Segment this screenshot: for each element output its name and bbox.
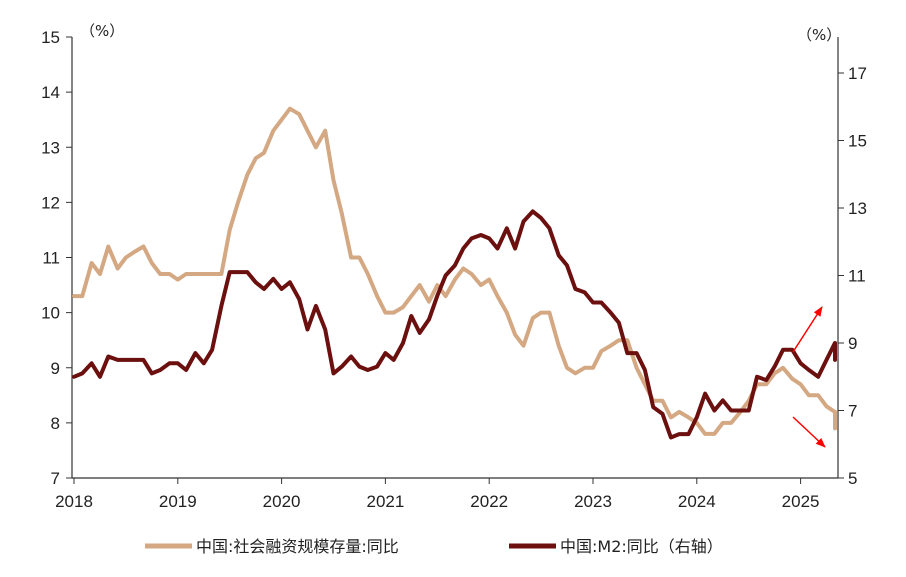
- left-axis-unit: （%）: [80, 22, 124, 40]
- annotation-arrow-down: [792, 416, 826, 448]
- legend-label-tsf: 中国:社会融资规模存量:同比: [196, 537, 399, 556]
- left-tick-label: 9: [51, 359, 60, 378]
- left-tick-label: 10: [41, 304, 60, 323]
- left-tick-label: 12: [41, 193, 60, 212]
- x-tick-label: 2018: [55, 492, 93, 511]
- x-tick-label: 2024: [678, 492, 716, 511]
- x-tick-label: 2019: [159, 492, 197, 511]
- series-line-m2: [72, 209, 837, 440]
- right-y-ticks: 5 7 9 11 13 15 17: [838, 64, 867, 488]
- left-tick-label: 14: [41, 83, 60, 102]
- x-tick-label: 2023: [574, 492, 612, 511]
- right-tick-label: 11: [848, 267, 866, 286]
- right-tick-label: 13: [848, 199, 867, 218]
- x-ticks: 2018 2019 2020 2021 2022 2023 2024 2025: [55, 478, 820, 511]
- left-tick-label: 7: [51, 469, 60, 488]
- right-tick-label: 17: [848, 64, 867, 83]
- series-line-tsf: [72, 106, 837, 436]
- left-y-ticks: 7 8 9 10 11 12 13 14 15: [41, 28, 72, 488]
- x-tick-label: 2022: [470, 492, 508, 511]
- x-tick-label: 2025: [782, 492, 820, 511]
- left-tick-label: 8: [51, 414, 60, 433]
- right-tick-label: 9: [848, 334, 857, 353]
- x-tick-label: 2020: [263, 492, 301, 511]
- legend: 中国:社会融资规模存量:同比 中国:M2:同比（右轴）: [145, 537, 723, 556]
- left-tick-label: 15: [41, 28, 60, 47]
- right-tick-label: 7: [848, 402, 857, 421]
- legend-label-m2: 中国:M2:同比（右轴）: [560, 537, 723, 556]
- left-tick-label: 13: [41, 138, 60, 157]
- right-tick-label: 5: [848, 469, 857, 488]
- x-tick-label: 2021: [366, 492, 404, 511]
- right-tick-label: 15: [848, 132, 867, 151]
- left-tick-label: 11: [42, 249, 60, 268]
- right-axis-unit: （%）: [797, 26, 841, 44]
- annotation-arrow-up: [792, 306, 823, 353]
